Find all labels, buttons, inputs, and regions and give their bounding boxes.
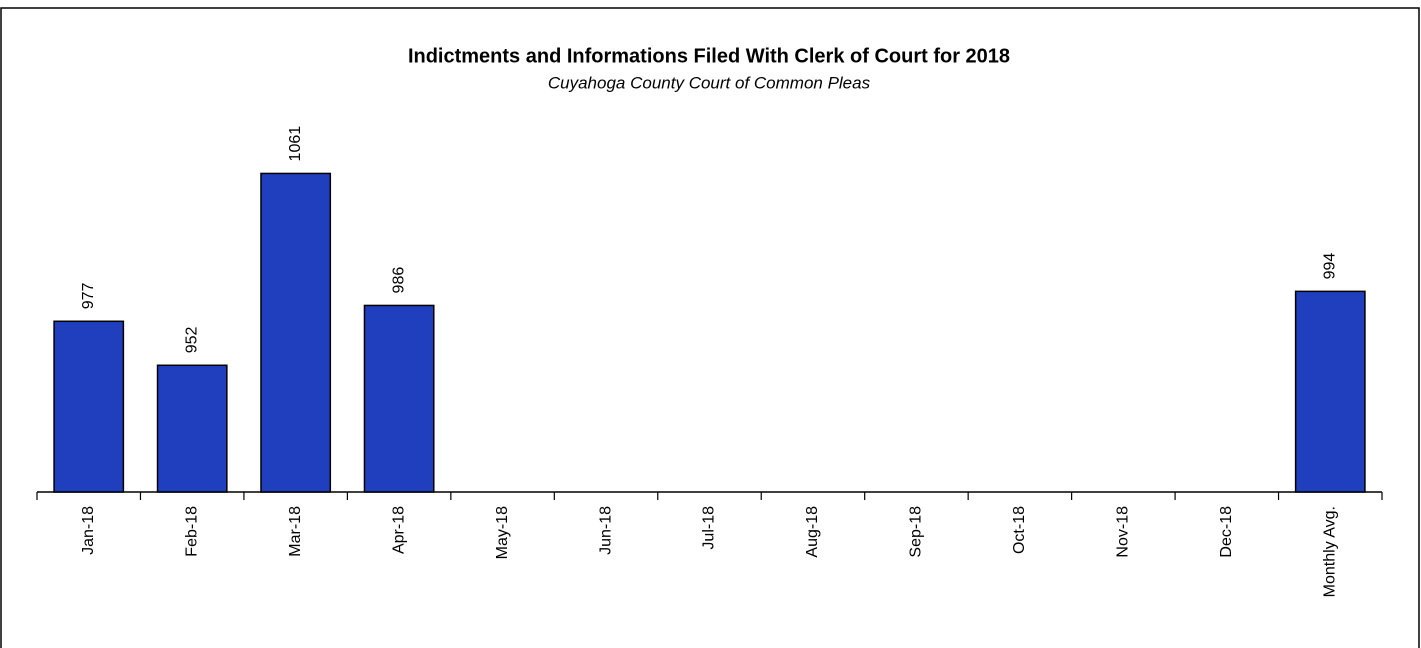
value-label: 994 [1321, 253, 1338, 280]
x-tick-label: Feb-18 [183, 506, 200, 557]
bar [260, 172, 332, 493]
x-tick-label: Nov-18 [1115, 506, 1132, 558]
bar [53, 320, 125, 493]
chart-title: Indictments and Informations Filed With … [408, 45, 1010, 67]
x-tick-label: Monthly Avg. [1321, 506, 1338, 597]
x-tick-label: Dec-18 [1218, 506, 1235, 558]
x-tick-label: Jul-18 [701, 506, 718, 550]
value-label: 952 [183, 326, 200, 353]
value-label: 1061 [287, 126, 304, 162]
bar [156, 364, 228, 493]
x-tick-label: May-18 [494, 506, 511, 559]
x-tick-label: Aug-18 [804, 506, 821, 558]
bar [1294, 290, 1366, 493]
x-tick-label: Sep-18 [908, 506, 925, 558]
chart-subtitle: Cuyahoga County Court of Common Pleas [548, 73, 871, 92]
x-tick-label: Mar-18 [287, 506, 304, 557]
value-label: 986 [390, 267, 407, 294]
x-tick-label: Apr-18 [390, 506, 407, 554]
x-tick-label: Jan-18 [80, 506, 97, 555]
value-label: 977 [80, 282, 97, 309]
x-tick-label: Jun-18 [597, 506, 614, 555]
chart-frame [0, 7, 1420, 648]
x-tick-label: Oct-18 [1011, 506, 1028, 554]
bar [363, 304, 435, 493]
